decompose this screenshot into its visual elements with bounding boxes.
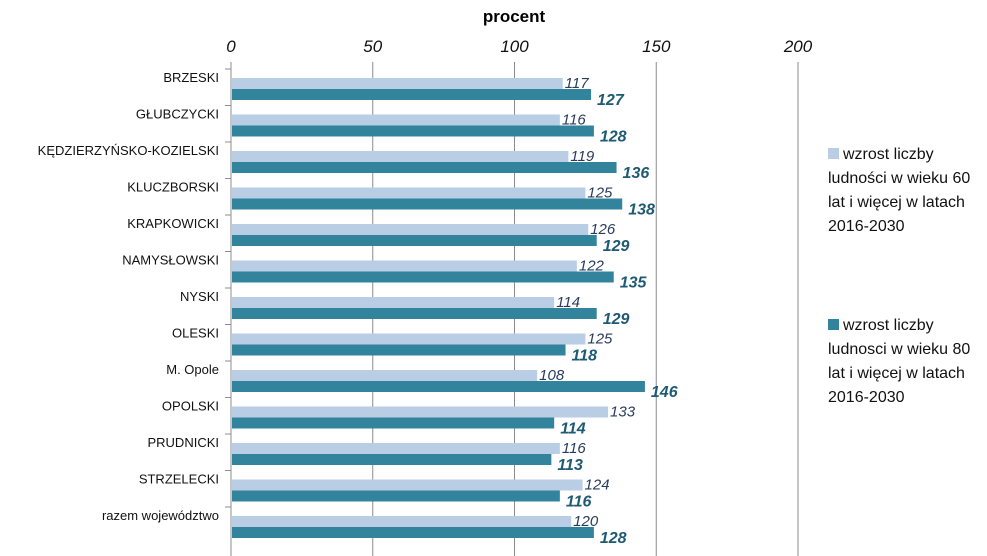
- bar-80plus: [232, 162, 617, 173]
- data-label-60plus: 125: [587, 331, 613, 348]
- data-label-60plus: 116: [562, 112, 587, 129]
- category-labels: BRZESKI GŁUBCZYCKI KĘDZIERZYŃSKO-KOZIELSKI…: [38, 70, 219, 523]
- chart-title: procent: [483, 7, 546, 26]
- data-label-80plus: 146: [651, 384, 678, 401]
- category-label: NYSKI: [180, 289, 219, 304]
- data-label-60plus: 133: [610, 404, 636, 421]
- bar-60plus: [232, 479, 583, 491]
- bar-60plus: [232, 333, 586, 345]
- x-tick-label: 100: [500, 37, 529, 56]
- bar-60plus: [232, 224, 589, 235]
- data-label-60plus: 122: [579, 258, 605, 275]
- data-label-60plus: 108: [539, 367, 565, 384]
- x-tick-label: 50: [363, 37, 382, 56]
- category-label: M. Opole: [166, 362, 219, 377]
- legend-item: wzrost liczby ludności w wieku 60 lat i …: [828, 143, 986, 239]
- category-label: OLESKI: [172, 326, 219, 341]
- x-tick-label: 200: [783, 37, 813, 56]
- data-label-80plus: 135: [620, 275, 648, 292]
- bar-80plus: [232, 308, 597, 319]
- category-label: NAMYSŁOWSKI: [122, 253, 219, 268]
- data-label-80plus: 118: [572, 348, 598, 365]
- data-label-60plus: 126: [590, 221, 616, 238]
- category-label: BRZESKI: [163, 70, 219, 85]
- data-label-80plus: 138: [628, 202, 655, 219]
- legend-swatch: [828, 148, 839, 159]
- bar-80plus: [232, 417, 555, 429]
- data-label-60plus: 114: [556, 294, 580, 311]
- bar-60plus: [232, 187, 586, 199]
- category-label: KLUCZBORSKI: [127, 180, 219, 195]
- data-label-80plus: 128: [600, 129, 627, 146]
- data-label-80plus: 113: [557, 457, 583, 474]
- data-label-60plus: 124: [585, 477, 610, 494]
- data-label-80plus: 128: [600, 530, 627, 547]
- legend-label: wzrost liczby ludnosci w wieku 80 lat i …: [828, 317, 971, 406]
- bar-80plus: [232, 527, 594, 538]
- category-label: GŁUBCZYCKI: [136, 107, 219, 122]
- bar-80plus: [232, 235, 597, 246]
- data-label-80plus: 114: [560, 421, 586, 438]
- data-label-80plus: 129: [603, 311, 630, 328]
- x-axis-ticks: 0 50 100 150 200: [226, 37, 812, 56]
- category-label: STRZELECKI: [139, 472, 219, 487]
- x-tick-label: 150: [642, 37, 671, 56]
- bar-80plus: [232, 89, 592, 100]
- bar-60plus: [232, 78, 563, 89]
- bar-80plus: [232, 271, 614, 283]
- bar-60plus: [232, 114, 560, 126]
- bar-80plus: [232, 490, 560, 502]
- data-label-60plus: 125: [587, 185, 613, 202]
- data-label-60plus: 119: [570, 148, 595, 165]
- bar-60plus: [232, 260, 577, 272]
- bar-80plus: [232, 125, 594, 137]
- category-label: KĘDZIERZYŃSKO-KOZIELSKI: [38, 143, 219, 158]
- bar-60plus: [232, 406, 609, 418]
- category-label: razem województwo: [102, 508, 219, 523]
- bar-60plus: [232, 151, 569, 162]
- legend-label: wzrost liczby ludności w wieku 60 lat i …: [828, 146, 971, 235]
- bar-60plus: [232, 443, 560, 454]
- data-label-60plus: 116: [562, 440, 587, 457]
- category-label: KRAPKOWICKI: [127, 216, 219, 231]
- legend-swatch: [828, 319, 839, 330]
- bar-60plus: [232, 297, 555, 308]
- category-label: OPOLSKI: [162, 399, 219, 414]
- bar-80plus: [232, 198, 623, 210]
- bars: [232, 78, 645, 538]
- data-label-80plus: 136: [623, 165, 650, 182]
- bar-80plus: [232, 381, 645, 392]
- x-tick-label: 0: [226, 37, 236, 56]
- data-labels: 1171271161281191361251381261291221351141…: [539, 75, 678, 547]
- data-label-80plus: 129: [603, 238, 630, 255]
- data-label-60plus: 120: [573, 513, 599, 530]
- data-label-80plus: 116: [566, 494, 592, 511]
- bar-60plus: [232, 516, 572, 527]
- bar-80plus: [232, 454, 552, 465]
- data-label-60plus: 117: [565, 75, 590, 92]
- bar-60plus: [232, 370, 538, 381]
- legend-item: wzrost liczby ludnosci w wieku 80 lat i …: [828, 314, 986, 410]
- category-label: PRUDNICKI: [147, 435, 219, 450]
- bar-80plus: [232, 344, 566, 356]
- data-label-80plus: 127: [597, 92, 625, 109]
